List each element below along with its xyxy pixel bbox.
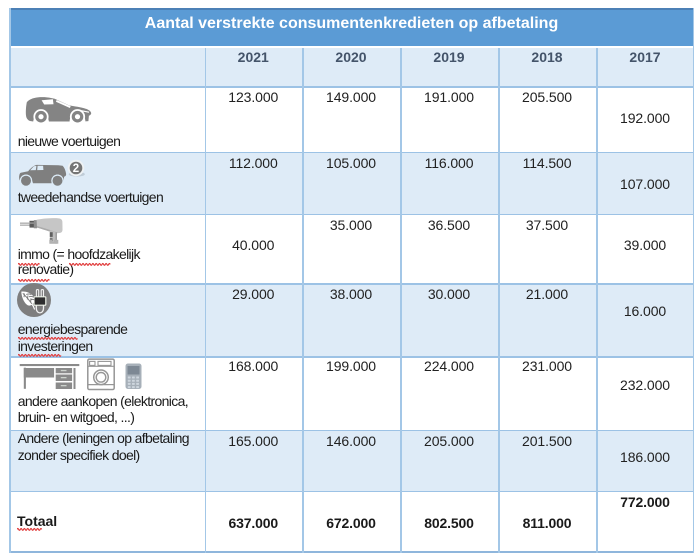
svg-text:2: 2 [73, 163, 79, 175]
